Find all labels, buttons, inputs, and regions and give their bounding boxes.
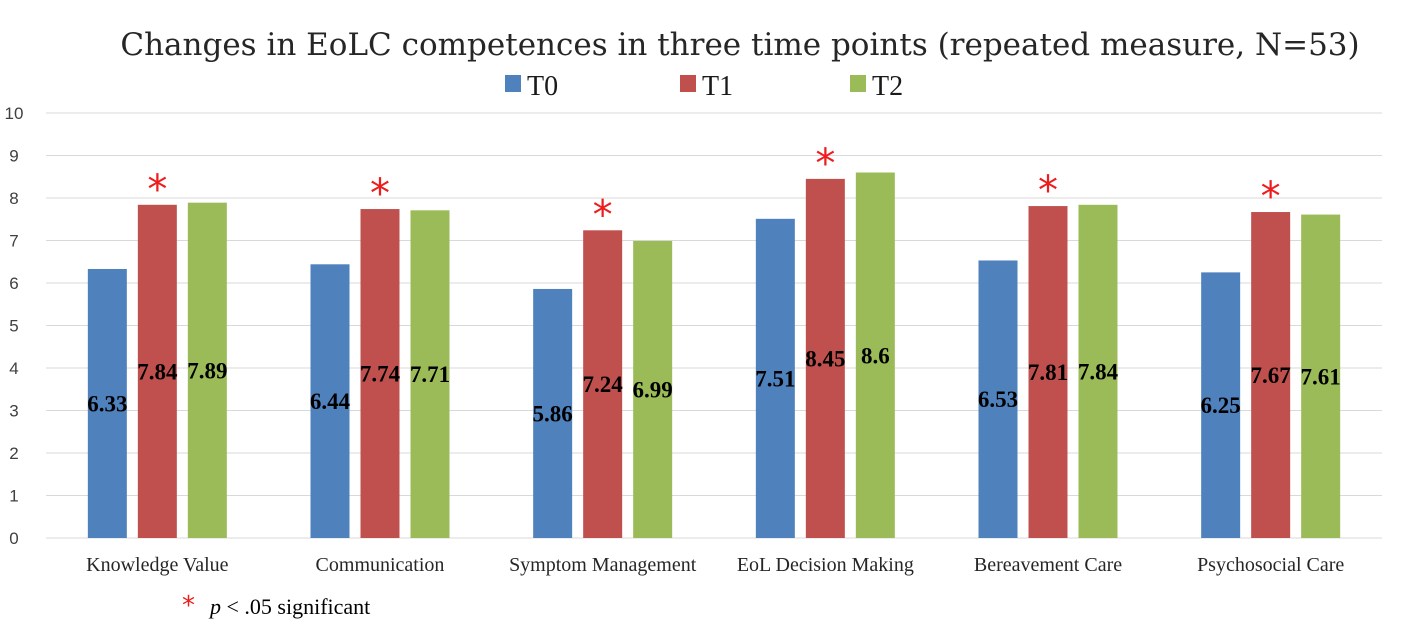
y-tick-label: 10 [5,104,24,123]
y-tick-label: 5 [9,317,18,336]
bar-t0 [1201,272,1241,538]
y-tick-label: 7 [9,232,18,251]
bar-t1 [137,204,177,539]
y-tick-label: 0 [9,529,18,548]
y-tick-label: 3 [9,402,18,421]
y-tick-label: 8 [9,189,18,208]
data-label: 6.53 [978,387,1018,412]
y-tick-label: 2 [9,444,18,463]
significance-marker: * [593,192,613,238]
data-label: 7.71 [410,362,450,387]
bar-t2 [1301,214,1341,538]
data-label: 6.25 [1201,393,1241,418]
legend-swatch-t2 [850,75,866,92]
legend-label-t0: T0 [527,71,558,102]
significance-marker: * [815,141,835,187]
footnote-rest: < .05 significant [221,594,370,619]
data-label: 6.44 [310,389,351,414]
significance-marker: * [1038,168,1058,214]
data-label: 7.84 [1078,359,1119,384]
y-axis: 0 1 2 3 4 5 6 7 8 9 10 [5,104,24,548]
legend: T0 T1 T2 [505,71,903,102]
bar-t2 [1078,204,1118,539]
legend-swatch-t0 [505,75,521,92]
bars [87,172,1341,539]
category-label: Symptom Management [509,554,697,576]
bar-t0 [87,268,127,538]
chart-title: Changes in EoLC competences in three tim… [120,27,1359,63]
data-label: 7.51 [755,366,795,391]
footnote-p: p [208,594,221,619]
data-label: 8.45 [805,346,845,371]
y-tick-label: 9 [9,147,18,166]
significance-marker: * [147,167,167,213]
significance-marker: * [370,171,390,217]
category-label: Communication [316,554,445,576]
data-label: 7.81 [1028,360,1068,385]
bar-t0 [310,264,350,538]
category-label: EoL Decision Making [737,554,914,576]
bar-t0 [978,260,1018,538]
category-label: Knowledge Value [86,554,228,576]
data-label: 8.6 [861,343,890,368]
bar-t2 [855,172,895,538]
bar-t1 [805,178,845,538]
x-axis: Knowledge Value Communication Symptom Mana… [86,554,1344,576]
bar-t0 [755,218,795,538]
significance-marker: * [1261,174,1281,220]
data-label: 7.24 [583,372,624,397]
legend-label-t2: T2 [872,71,903,102]
footnote-text: p < .05 significant [208,594,370,619]
data-labels: 6.33 7.84 7.89 6.44 7.74 7.71 5.86 7.24 6.99 7.51… [87,343,1341,426]
data-label: 7.89 [187,358,227,383]
y-tick-label: 4 [9,359,18,378]
footnote-marker: * [182,591,195,621]
bar-t1 [583,230,623,539]
data-label: 7.67 [1251,363,1291,388]
bar-t2 [410,210,450,538]
y-tick-label: 6 [9,274,18,293]
bar-t2 [633,240,673,539]
data-label: 5.86 [533,401,573,426]
bar-t0 [533,288,573,538]
y-tick-label: 1 [9,487,18,506]
category-label: Bereavement Care [974,554,1122,576]
data-label: 7.61 [1301,364,1341,389]
bar-t1 [1251,212,1291,538]
data-label: 6.99 [633,377,673,402]
significance-markers: * * * * * * [147,141,1280,238]
data-label: 6.33 [87,391,127,416]
bar-t1 [1028,206,1068,538]
legend-swatch-t1 [680,75,696,92]
legend-label-t1: T1 [702,71,733,102]
bar-t1 [360,209,400,539]
data-label: 7.74 [360,362,401,387]
bar-t2 [187,202,227,539]
data-label: 7.84 [137,359,178,384]
gridlines [46,112,1382,539]
category-label: Psychosocial Care [1197,554,1344,576]
footnote: * p < .05 significant [182,591,370,621]
